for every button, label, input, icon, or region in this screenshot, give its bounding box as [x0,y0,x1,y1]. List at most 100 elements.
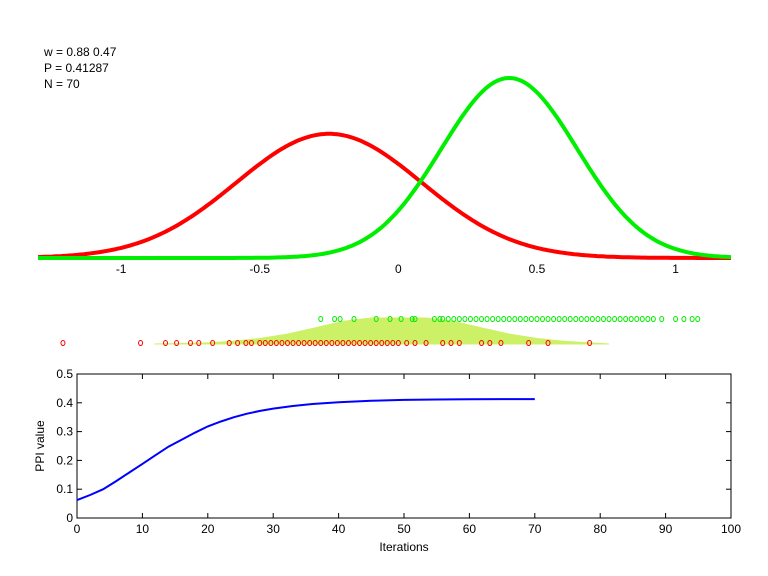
x-axis-label: Iterations [379,540,428,554]
green-sample-point [551,316,557,322]
green-sample-point [573,316,579,322]
x-tick-label: 80 [594,522,608,536]
x-tick-label: 60 [463,522,477,536]
green-sample-point [623,316,629,322]
green-sample-point [409,316,415,322]
red-sample-point [379,340,385,346]
green-sample-point [578,316,584,322]
green-sample-point [556,316,562,322]
green-sample-point [634,316,640,322]
red-sample-point [357,340,363,346]
red-sample-point [248,340,254,346]
y-tick-label: 0.4 [56,396,73,410]
red-sample-point [290,340,296,346]
green-sample-point [351,316,357,322]
red-sample-point [60,340,66,346]
green-sample-point [412,316,418,322]
x-tick-label: 0 [395,262,402,276]
red-sample-point [373,340,379,346]
samples-strip [60,316,701,346]
green-sample-point [650,316,656,322]
green-sample-point [562,316,568,322]
green-sample-point [456,316,462,322]
x-tick-label: 70 [528,522,542,536]
green-sample-point [523,316,529,322]
y-axis-label: PPI value [33,420,47,472]
x-tick-label: -0.5 [249,262,270,276]
red-sample-point [174,340,180,346]
ppi-axes-box [76,373,732,519]
red-sample-point [362,340,368,346]
red-sample-point [296,340,302,346]
ppi-text: P = 0.41287 [44,61,109,75]
green-sample-point [645,316,651,322]
red-sample-point [545,340,551,346]
red-sample-point [587,340,593,346]
green-sample-point [567,316,573,322]
red-sample-point [243,340,249,346]
green-sample-point [689,316,695,322]
y-tick-label: 0.1 [56,482,73,496]
red-sample-point [284,340,290,346]
red-sample-point [210,340,216,346]
red-sample-point [456,340,462,346]
ppi-axes: Iterations PPI value 0 10 20 30 40 50 60 70 80 90… [33,367,741,554]
red-sample-point [163,340,169,346]
green-sample-point [606,316,612,322]
red-sample-point [384,340,390,346]
green-sample-point [398,316,404,322]
green-sample-point [534,316,540,322]
green-sample-point [495,316,501,322]
green-sample-point [484,316,490,322]
red-sample-point [323,340,329,346]
green-sample-point [584,316,590,322]
red-sample-point [312,340,318,346]
green-sample-point [445,316,451,322]
y-tick-label: 0.3 [56,425,73,439]
red-density-curve [37,131,731,260]
y-tick-label: 0 [66,511,73,525]
red-sample-point [395,340,401,346]
green-sample-point [473,316,479,322]
n-text: N = 70 [44,77,80,91]
x-tick-label: -1 [116,262,127,276]
green-sample-point [501,316,507,322]
green-sample-point [659,316,665,322]
red-sample-point [448,340,454,346]
red-sample-point [235,340,241,346]
red-sample-point [138,340,144,346]
red-sample-point [273,340,279,346]
green-sample-point [490,316,496,322]
ppi-curve [76,398,535,502]
red-sample-point [226,340,232,346]
green-sample-point [617,316,623,322]
x-tick-label: 10 [136,522,150,536]
x-tick-label: 100 [721,522,741,536]
x-tick-label: 0 [74,522,81,536]
green-sample-point [695,316,701,322]
green-sample-point [673,316,679,322]
green-sample-point [681,316,687,322]
green-sample-point [595,316,601,322]
y-tick-label: 0.2 [56,453,73,467]
x-tick-label: 1 [672,262,679,276]
green-sample-point [318,316,324,322]
red-sample-point [345,340,351,346]
green-sample-point [387,316,393,322]
green-sample-point [437,316,443,322]
x-tick-label: 50 [397,522,411,536]
green-sample-point [373,316,379,322]
red-sample-point [487,340,493,346]
red-sample-point [279,340,285,346]
green-sample-point [467,316,473,322]
red-sample-point [301,340,307,346]
red-sample-point [257,340,263,346]
green-sample-point [440,316,446,322]
y-tick-label: 0.5 [56,367,73,381]
green-sample-point [528,316,534,322]
green-sample-point [517,316,523,322]
red-sample-point [268,340,274,346]
red-sample-point [440,340,446,346]
